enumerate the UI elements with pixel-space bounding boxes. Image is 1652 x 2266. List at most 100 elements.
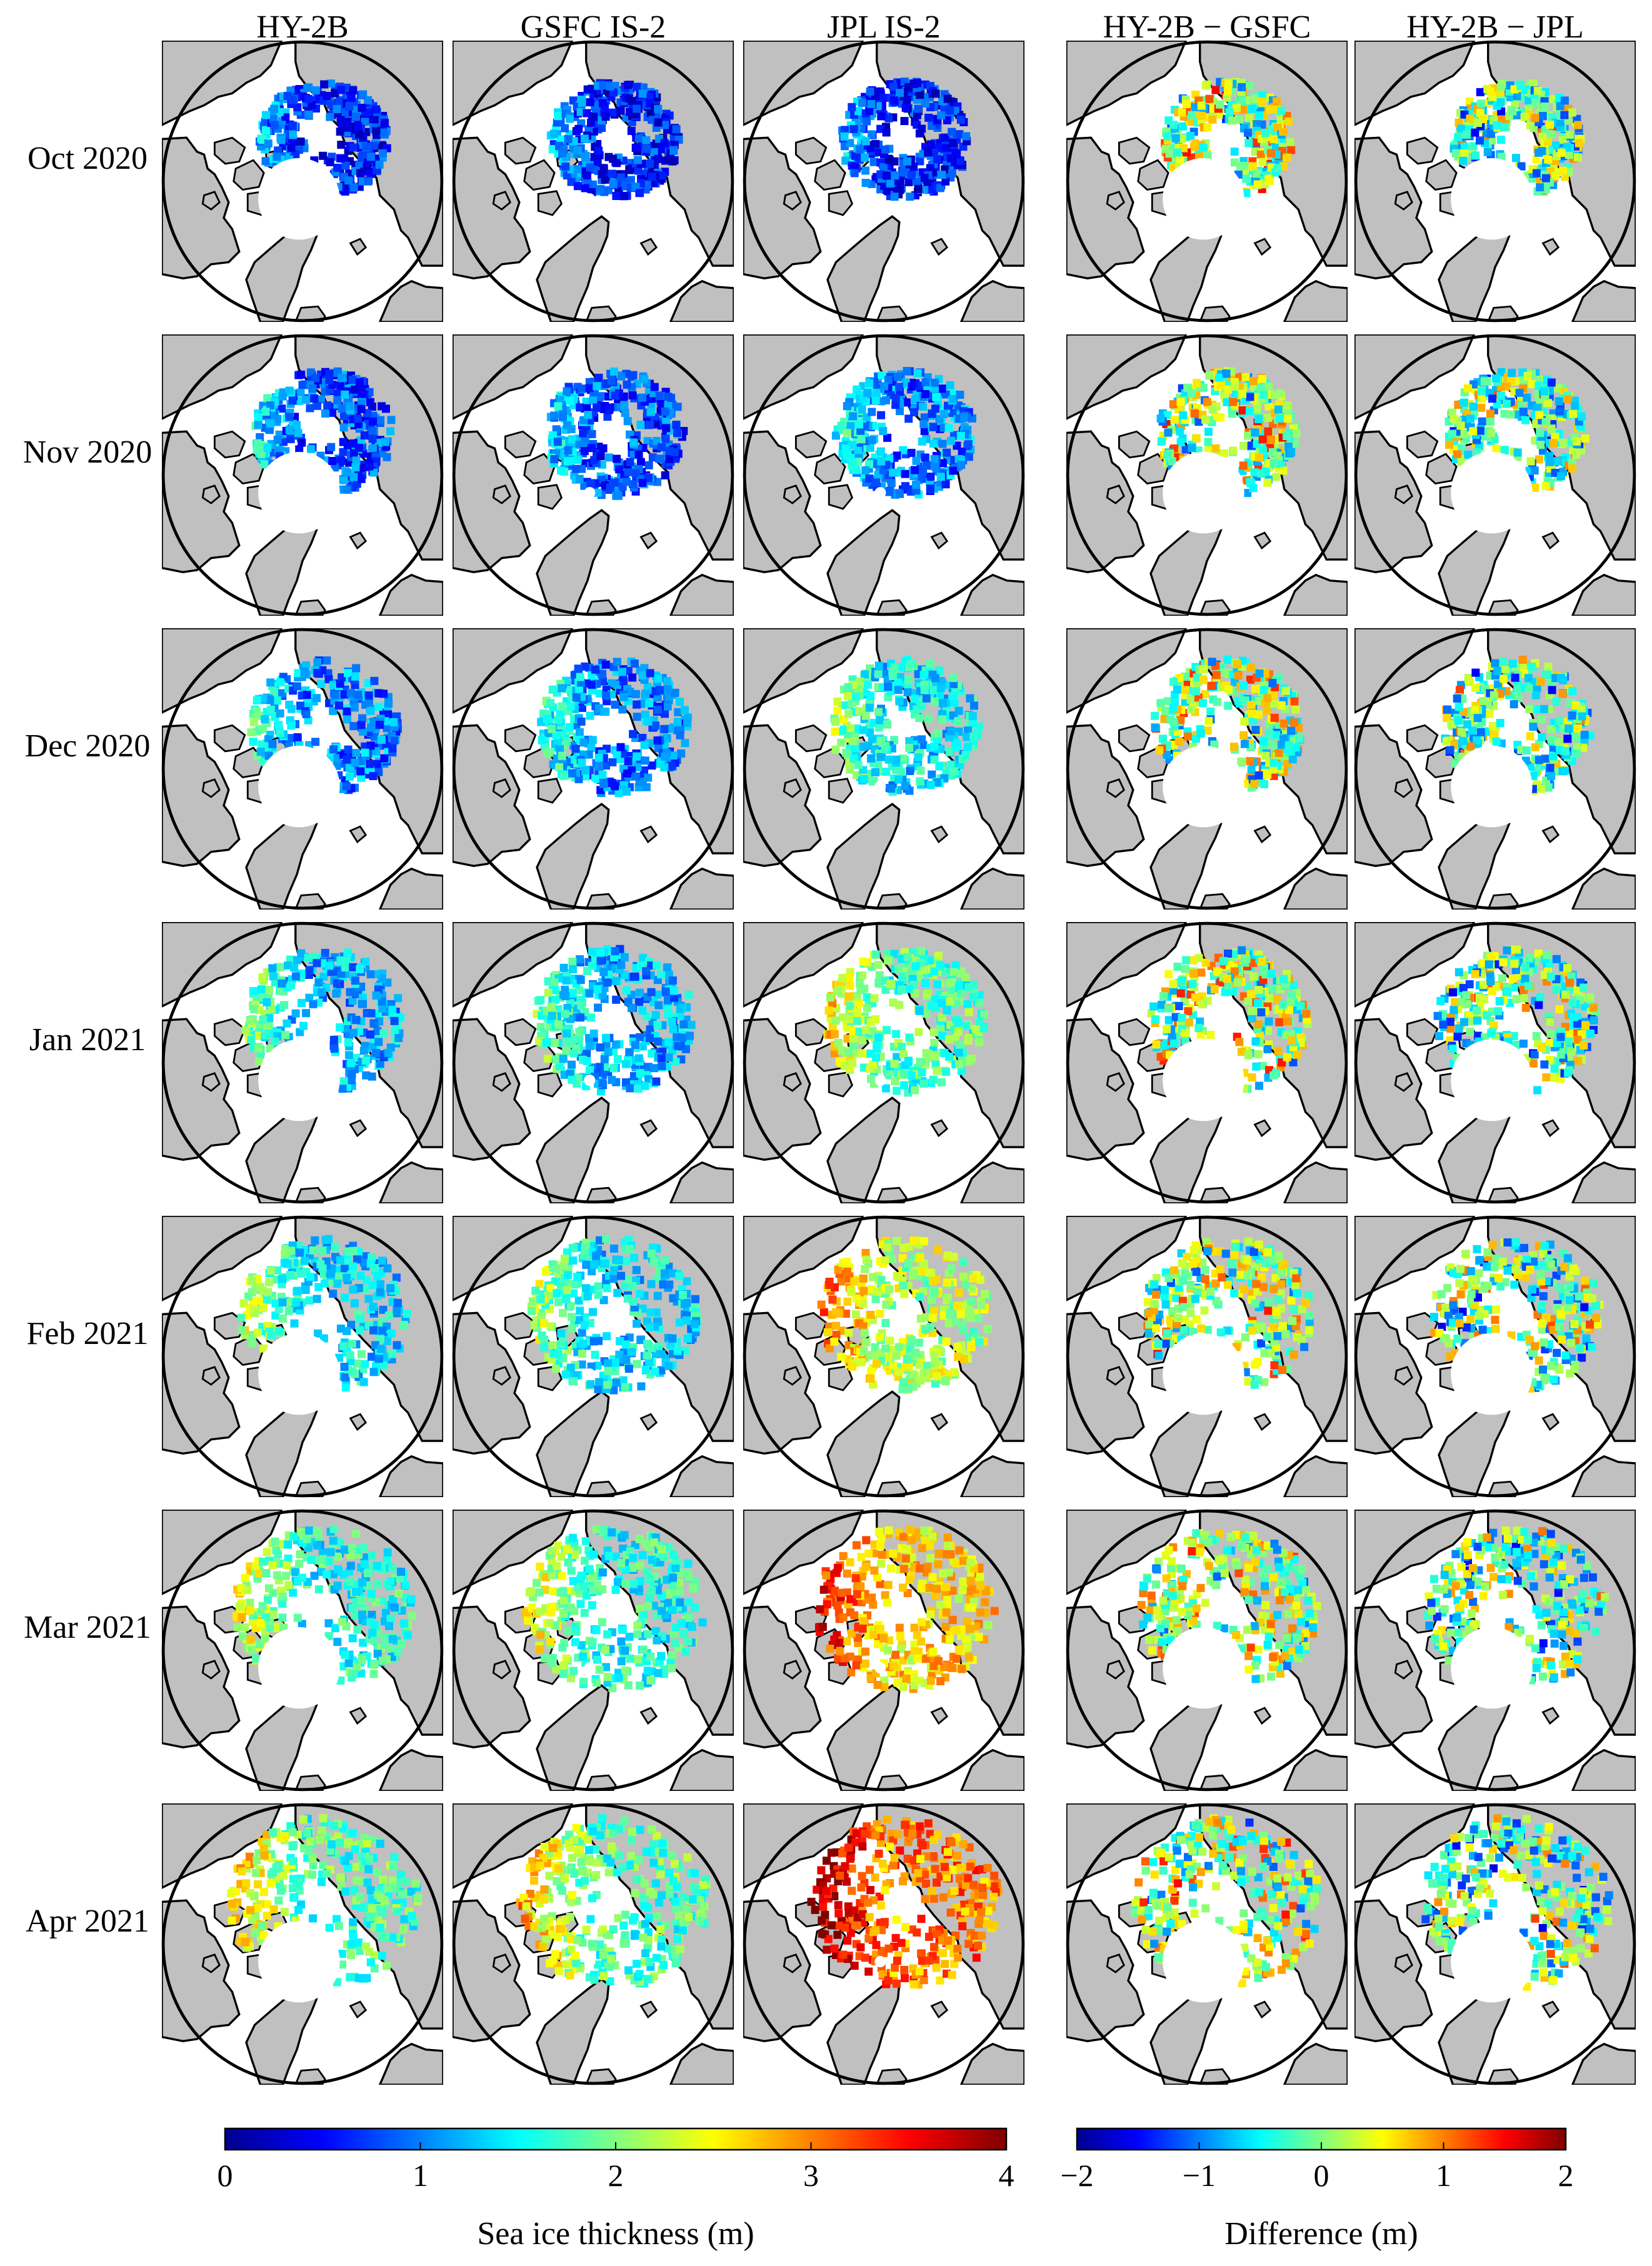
ice-cell (871, 139, 880, 148)
ice-cell (964, 440, 973, 449)
ice-cell (602, 691, 611, 700)
ice-cell (390, 736, 399, 744)
ice-cell (1493, 121, 1501, 130)
ice-cell (263, 443, 272, 452)
ice-cell (1179, 411, 1188, 419)
ice-cell (1547, 378, 1556, 387)
ice-cell (624, 468, 633, 476)
ice-cell (618, 668, 626, 676)
ice-cell (624, 757, 633, 766)
ice-cell (645, 699, 654, 708)
ice-cell (332, 990, 341, 998)
ice-cell (381, 119, 389, 128)
ice-cell (1274, 405, 1283, 414)
ice-cell (1549, 439, 1558, 448)
ice-cell (1476, 426, 1484, 435)
ice-cell (921, 378, 930, 386)
ice-cell (1251, 428, 1259, 437)
ice-cell (1221, 668, 1229, 677)
ice-cell (631, 183, 640, 191)
ice-cell (1203, 398, 1211, 406)
ice-cell (931, 89, 940, 98)
ice-cell (1533, 169, 1541, 178)
ice-cell (877, 411, 886, 419)
ice-cell (852, 693, 861, 701)
ice-cell (1572, 749, 1581, 758)
ice-cell (903, 157, 912, 166)
ice-cell (634, 156, 642, 164)
ice-cell (1524, 674, 1533, 683)
ice-cell (1240, 717, 1249, 726)
ice-cell (1513, 92, 1521, 101)
ice-cell (936, 184, 944, 193)
ice-cell (577, 384, 586, 393)
ice-cell (568, 435, 576, 444)
sea-ice-field (838, 78, 971, 201)
ice-cell (1246, 393, 1254, 401)
ice-cell (355, 130, 363, 139)
ice-cell (883, 171, 891, 180)
ice-cell (564, 446, 573, 454)
ice-cell (926, 473, 935, 481)
ice-cell (1201, 81, 1210, 90)
ice-cell (1268, 679, 1277, 688)
ice-cell (874, 661, 883, 670)
ice-cell (1288, 755, 1297, 764)
ice-cell (573, 165, 582, 173)
ice-cell (598, 669, 607, 678)
ice-cell (1533, 86, 1542, 95)
ice-cell (1512, 691, 1521, 700)
ice-cell (681, 706, 689, 714)
ice-cell (623, 769, 631, 778)
ice-cell (895, 383, 903, 391)
ice-cell (1199, 676, 1208, 684)
ice-cell (304, 94, 313, 103)
pole-hole (584, 781, 596, 793)
ice-cell (583, 171, 591, 179)
ice-cell (308, 384, 317, 393)
ice-cell (676, 698, 684, 706)
ice-cell (1483, 148, 1492, 156)
ice-cell (1239, 681, 1248, 689)
ice-cell (644, 461, 653, 469)
ice-cell (338, 404, 346, 413)
ice-cell (616, 173, 625, 182)
ice-cell (1559, 438, 1568, 447)
ice-cell (831, 728, 839, 736)
ice-cell (926, 659, 934, 668)
ice-cell (1496, 98, 1505, 106)
ice-cell (1178, 108, 1186, 117)
ice-cell (961, 750, 970, 759)
ice-cell (1264, 427, 1273, 436)
ice-cell (919, 402, 927, 411)
ice-cell (561, 124, 569, 133)
ice-cell (946, 106, 954, 115)
ice-cell (940, 133, 949, 142)
ice-cell (907, 449, 916, 457)
ice-cell (932, 393, 941, 401)
ice-cell (1209, 695, 1218, 704)
ice-cell (1521, 416, 1530, 424)
ice-cell (372, 127, 381, 136)
map-panel (161, 628, 444, 910)
ice-cell (261, 157, 270, 166)
ice-cell (1476, 88, 1484, 96)
ice-cell (663, 677, 671, 686)
ice-cell (387, 416, 396, 424)
ice-cell (920, 686, 929, 694)
ice-cell (931, 378, 939, 387)
ice-cell (372, 105, 381, 114)
ice-cell (855, 145, 864, 154)
ice-cell (344, 669, 352, 678)
ice-cell (841, 126, 849, 134)
ice-cell (1248, 104, 1256, 113)
ice-cell (329, 745, 338, 754)
ice-cell (594, 753, 603, 762)
ice-cell (370, 676, 379, 685)
ice-cell (655, 454, 664, 463)
ice-cell (922, 694, 931, 703)
ice-cell (1155, 746, 1164, 754)
ice-cell (345, 772, 354, 781)
ice-cell (915, 129, 924, 138)
